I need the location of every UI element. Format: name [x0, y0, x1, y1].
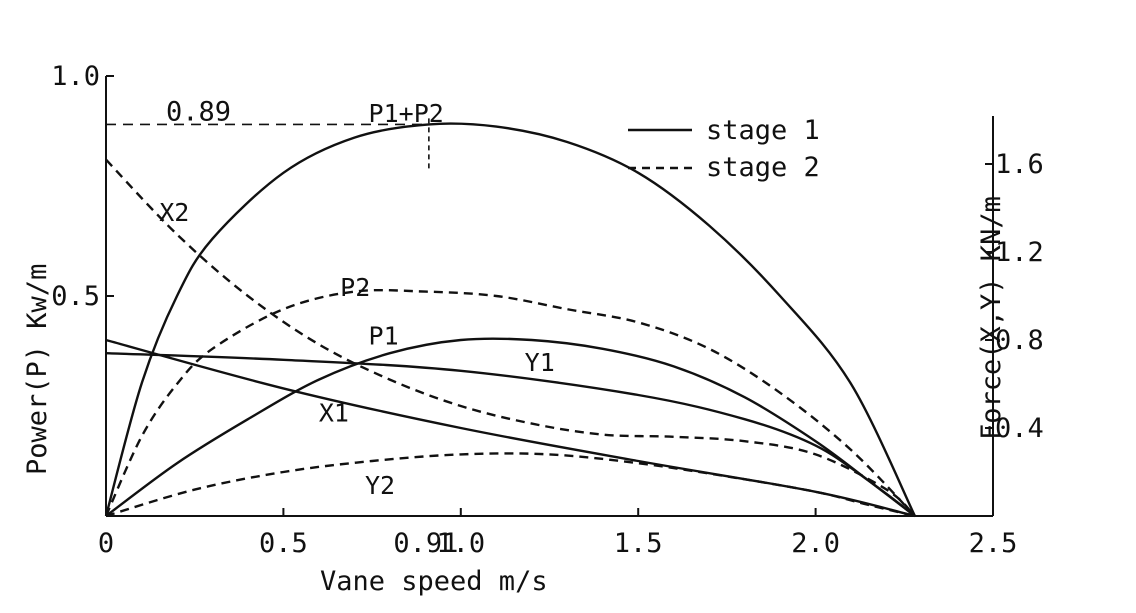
x-tick-label: 2.5 — [969, 528, 1018, 559]
series-label-y2: Y2 — [365, 471, 395, 500]
y2-tick-label: 1.6 — [995, 149, 1044, 180]
y2-tick-label: 1.2 — [995, 237, 1044, 268]
series-line-p1 — [105, 337, 916, 517]
series-line-p1-p2 — [104, 122, 916, 517]
axes — [105, 75, 994, 517]
x-tick-label: 1.0 — [436, 528, 485, 559]
x-axis-title: Vane speed m/s — [320, 566, 548, 597]
series-label-x2: X2 — [159, 198, 189, 227]
legend: stage 1 stage 2 — [628, 115, 820, 183]
x-tick-label: 2.0 — [791, 528, 840, 559]
series-line-p2 — [104, 288, 916, 517]
y-tick-label: 0.5 — [51, 281, 100, 312]
x-tick-label: 0.5 — [259, 528, 308, 559]
series-label-y1: Y1 — [525, 348, 555, 377]
series-line-y1 — [105, 352, 916, 517]
y2-tick-label: 0.4 — [995, 413, 1044, 444]
labels: 0 0.5 1.0 1.5 2.0 2.5 1.0 0.5 1.6 1.2 0.8 0.4 0.89 0.… — [51, 61, 1044, 559]
curves — [104, 122, 916, 518]
series-label-p2: P2 — [340, 273, 370, 302]
legend-label-stage2: stage 2 — [706, 152, 820, 183]
series-line-y2 — [105, 452, 916, 518]
x-tick-label: 1.5 — [614, 528, 663, 559]
series-label-p1: P1 — [369, 321, 399, 350]
legend-label-stage1: stage 1 — [706, 115, 820, 146]
series-label-p1-p2: P1+P2 — [369, 99, 444, 128]
peak-speed-label: 0.91 — [393, 528, 458, 559]
peak-value-label: 0.89 — [166, 96, 231, 127]
series-line-x2 — [105, 158, 916, 517]
y2-axis-title: Force(X,Y) KN/m — [976, 196, 1007, 440]
series-line-x1 — [105, 338, 916, 518]
y2-tick-label: 0.8 — [995, 325, 1044, 356]
x-tick-label: 0 — [98, 528, 114, 559]
y-axis-title: Power(P) Kw/m — [22, 264, 53, 475]
y-tick-label: 1.0 — [51, 61, 100, 92]
series-label-x1: X1 — [319, 398, 349, 427]
